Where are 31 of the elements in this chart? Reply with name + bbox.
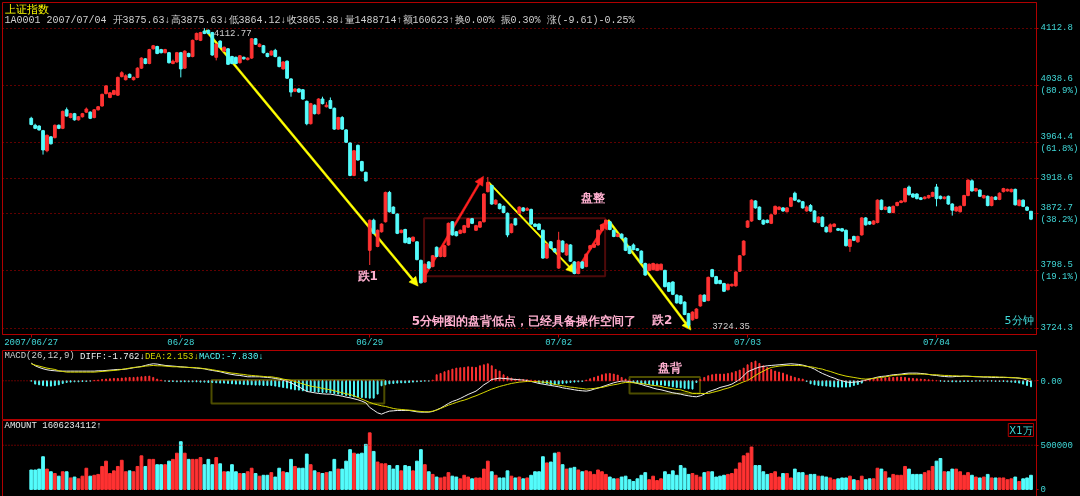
y-tick-label: 0 [1040,485,1046,496]
x-axis-title: 5分钟 [1004,313,1034,327]
x-tick-label: 07/02 [545,337,573,348]
chart-title: AMOUNT 1606234112↑ [4,420,102,431]
chart-title: MACD(26,12,9) [4,350,75,361]
y-tick-label: 500000 [1040,441,1073,452]
series-label: DIFF:-1.762↓ [80,351,145,362]
series-label: DEA:2.153↓ [144,351,199,362]
ref-line-label: 0.00 [1040,376,1063,387]
y-tick-label: 3872.7 (38.2%) [1040,202,1079,225]
x-tick-label: 06/29 [356,337,384,348]
annotation: 盘整 [580,190,607,205]
y-tick-label: 4112.8 [1040,23,1073,34]
annotation: 跌2 [651,313,673,328]
y-axis-title: X1万 [1009,424,1033,436]
x-tick-label: 06/28 [167,337,195,348]
x-tick-label: 2007/06/27 [4,337,59,348]
y-tick-label: 3798.5 (19.1%) [1040,259,1079,282]
x-tick-label: 07/03 [734,337,762,348]
y-tick-label: 3724.3 [1040,323,1073,334]
annotation: 5分钟图的盘背低点，已经具备操作空间了 [411,314,637,329]
annotation: 4112.77 [213,29,252,39]
x-tick-label: 07/04 [923,337,951,348]
y-tick-label: 4038.6 (80.9%) [1040,74,1079,97]
y-tick-label: 3918.6 [1040,173,1073,184]
chart-title: 上证指数 [4,2,49,16]
annotation: 3724.35 [712,322,750,333]
annotation: 跌1 [356,269,378,284]
text: MACD:-7.830↓ [198,351,264,362]
y-tick-label: 3964.4 (61.8%) [1040,131,1079,154]
annotation: 盘背 [657,360,684,375]
